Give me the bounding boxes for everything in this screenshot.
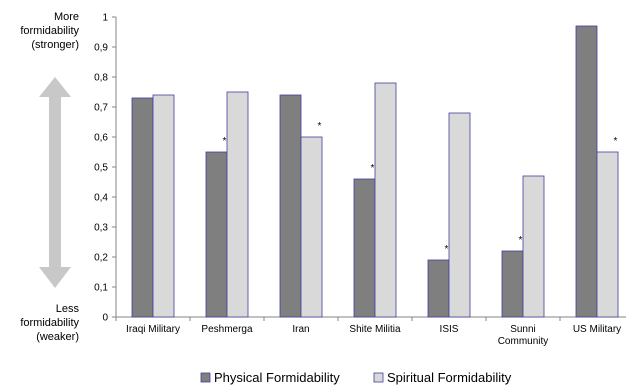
bar-spiritual-5 — [522, 175, 545, 318]
significance-star: * — [318, 121, 322, 132]
bar-spiritual-3 — [374, 82, 397, 318]
y-tick-label: 0,9 — [94, 43, 108, 54]
y-tick-label: 0,8 — [94, 73, 108, 84]
x-tick-label: Sunni — [510, 324, 536, 335]
significance-star: * — [371, 163, 375, 174]
bar-physical-3 — [353, 178, 376, 318]
bar-spiritual-2 — [300, 136, 323, 318]
x-tick-label: US Military — [573, 324, 621, 335]
side-labels: More formidability (stronger) Less formidabi… — [20, 11, 79, 343]
bar-physical-6 — [575, 25, 598, 318]
top-side-label: (stronger) — [31, 39, 79, 51]
x-tick-label: Iran — [292, 324, 309, 335]
double-arrow-icon — [39, 77, 71, 288]
y-tick-label: 0 — [102, 313, 108, 324]
y-tick-label: 0,5 — [94, 163, 108, 174]
y-tick-label: 0,4 — [94, 193, 108, 204]
top-side-label: formidability — [20, 25, 79, 37]
legend-swatch — [373, 372, 384, 383]
legend-swatch — [200, 372, 211, 383]
bottom-side-label: Less — [56, 303, 80, 315]
y-tick-label: 0,3 — [94, 223, 108, 234]
significance-markers: * * * * * * — [223, 121, 618, 255]
bar-physical-4 — [427, 259, 450, 318]
bar-physical-1 — [205, 151, 228, 318]
y-tick-label: 0,1 — [94, 283, 108, 294]
bar-spiritual-0 — [152, 94, 175, 318]
y-tick-label: 0,6 — [94, 133, 108, 144]
significance-star: * — [519, 235, 523, 246]
x-tick-label: ISIS — [440, 324, 459, 335]
y-tick-label: 0,7 — [94, 103, 108, 114]
bottom-side-label: formidability — [20, 317, 79, 329]
bar-physical-2 — [279, 94, 302, 318]
bar-spiritual-1 — [226, 91, 249, 318]
axes: 0 0,1 0,2 0,3 0,4 0,5 0,6 0,7 0,8 0,9 1 — [94, 13, 626, 324]
bar-spiritual-6 — [596, 151, 619, 318]
x-tick-label: Peshmerga — [201, 324, 253, 335]
x-tick-label: Community — [498, 336, 549, 347]
bars — [131, 25, 619, 318]
top-side-label: More — [54, 11, 79, 23]
double-arrow-shape — [39, 77, 71, 288]
category-labels: Iraqi Military Peshmerga Iran Shite Militia… — [126, 324, 621, 347]
bottom-side-label: (weaker) — [36, 331, 79, 343]
y-tick-label: 1 — [102, 13, 108, 24]
y-tick-label: 0,2 — [94, 253, 108, 264]
significance-star: * — [445, 244, 449, 255]
bar-physical-5 — [501, 250, 524, 318]
legend: Physical Formidability Spiritual Formidab… — [200, 370, 512, 385]
significance-star: * — [614, 136, 618, 147]
legend-label: Spiritual Formidability — [387, 370, 512, 385]
bar-spiritual-4 — [448, 112, 471, 318]
x-tick-label: Shite Militia — [349, 324, 401, 335]
significance-star: * — [223, 136, 227, 147]
legend-label: Physical Formidability — [214, 370, 340, 385]
x-tick-label: Iraqi Military — [126, 324, 180, 335]
bar-physical-0 — [131, 97, 154, 318]
